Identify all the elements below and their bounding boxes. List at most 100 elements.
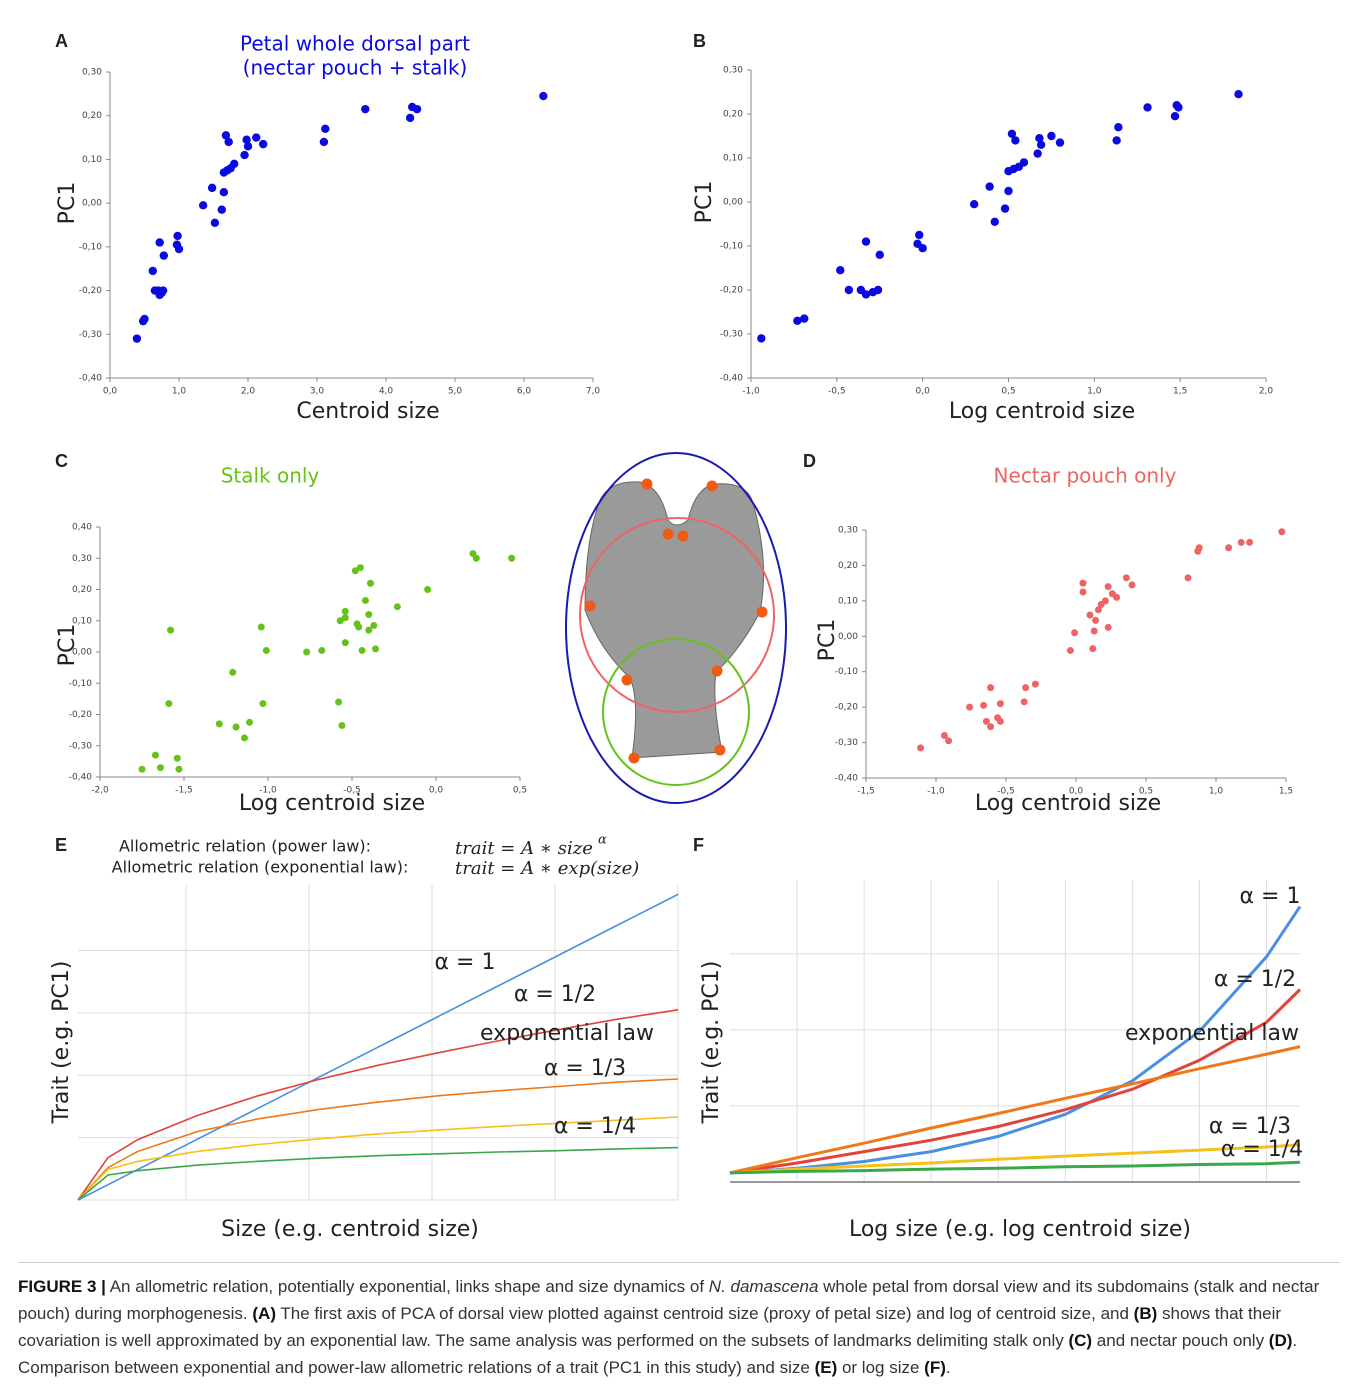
point: [221, 131, 231, 140]
formula: trait = A ∗ exp(size): [455, 858, 639, 879]
point: [793, 316, 802, 325]
x-tick-label: 1,0: [172, 387, 187, 397]
point: [1101, 597, 1109, 605]
point: [1195, 544, 1203, 552]
point: [412, 104, 422, 114]
point: [351, 567, 359, 575]
point: [365, 611, 373, 618]
point: [372, 645, 380, 653]
point: [1094, 606, 1102, 614]
series-label: α = 1: [435, 950, 496, 975]
point: [1079, 588, 1087, 596]
series-line: [77, 1116, 679, 1201]
caption-ref: (C): [1068, 1331, 1093, 1350]
point: [1114, 123, 1123, 132]
y-tick-label: -0,10: [79, 242, 103, 252]
x-tick-label: 0,0: [429, 786, 444, 796]
x-tick-label: -0,5: [828, 387, 846, 397]
y-tick-label: -0,40: [835, 774, 859, 784]
x-tick-label: -1,5: [857, 787, 875, 797]
point: [338, 721, 346, 729]
y-tick-label: 0,10: [838, 596, 858, 606]
y-axis-label: PC1: [692, 181, 717, 224]
y-tick-label: 0,20: [723, 110, 743, 120]
x-tick-label: 1,0: [1087, 387, 1102, 397]
point: [1066, 646, 1074, 654]
figure: A 0,0 1,0 2,0 3,0 4,0 5,0 6,0 7,0 -0,40 -0,30 -0,20…: [49, 31, 1303, 1242]
point: [1086, 611, 1094, 619]
series-line: [729, 1160, 1301, 1175]
caption-text: .: [945, 1358, 951, 1377]
point: [230, 159, 239, 168]
series-label: α = 1: [1240, 884, 1301, 909]
y-tick-label: -0,10: [835, 667, 859, 677]
point: [875, 250, 884, 259]
point: [165, 700, 173, 708]
caption-ref: (F): [924, 1358, 946, 1377]
panel-label: E: [55, 835, 67, 855]
point: [1112, 136, 1121, 145]
point: [341, 614, 349, 622]
annotation: Allometric relation (power law):: [119, 837, 371, 856]
y-tick-label: 0,30: [82, 68, 102, 78]
point: [844, 285, 854, 295]
point: [262, 646, 270, 654]
point: [987, 684, 995, 692]
caption-text: An allometric relation, potentially expo…: [109, 1277, 709, 1296]
caption-ref: (D): [1268, 1331, 1293, 1350]
outline-stalk: [602, 638, 750, 786]
formula: trait = A ∗ size: [455, 838, 593, 859]
point: [356, 564, 364, 572]
point: [1234, 90, 1243, 99]
panel-label: D: [803, 451, 816, 471]
point: [966, 703, 974, 711]
series-label: exponential law: [480, 1021, 654, 1046]
point: [370, 621, 378, 629]
point: [1020, 698, 1028, 706]
point: [318, 646, 326, 654]
point: [940, 731, 948, 739]
point: [358, 646, 366, 654]
y-tick-label: 0,10: [72, 616, 92, 626]
petal: [584, 481, 765, 759]
y-axis-label: Trait (e.g. PC1): [49, 961, 74, 1125]
point: [985, 182, 994, 191]
point: [1113, 593, 1121, 601]
series-label: α = 1/2: [514, 982, 596, 1007]
panel-title: Stalk only: [221, 464, 320, 488]
point: [861, 237, 871, 246]
point: [319, 137, 329, 147]
point: [1071, 629, 1079, 637]
point: [132, 334, 142, 343]
x-axis-label: Log centroid size: [975, 791, 1161, 816]
x-tick-label: -1,0: [927, 787, 945, 797]
x-tick-label: 1,5: [1279, 787, 1293, 797]
point: [336, 617, 344, 625]
point: [242, 135, 251, 144]
y-tick-label: 0,20: [82, 111, 102, 121]
x-tick-label: 0,0: [103, 387, 118, 397]
point: [1036, 140, 1046, 149]
point: [366, 579, 374, 587]
point: [1022, 684, 1030, 692]
y-tick-label: -0,30: [720, 330, 744, 340]
point: [1104, 623, 1112, 631]
y-tick-label: 0,00: [72, 648, 92, 658]
point: [1000, 204, 1010, 213]
point: [1055, 138, 1065, 147]
point: [836, 266, 845, 275]
x-tick-label: 6,0: [517, 387, 532, 397]
outline-pouch: [579, 517, 775, 713]
point: [1019, 158, 1029, 167]
point: [1246, 538, 1254, 546]
point: [207, 183, 217, 193]
panel-title: (nectar pouch + stalk): [243, 56, 468, 80]
point: [1079, 579, 1087, 587]
point: [155, 238, 164, 247]
x-tick-label: -1,5: [175, 786, 193, 796]
point: [945, 737, 953, 745]
series-line: [77, 1146, 679, 1201]
landmarks: [584, 478, 768, 764]
panel-title: Nectar pouch only: [994, 464, 1177, 488]
caption-text: shows that their covariation is well app…: [18, 1304, 1282, 1350]
